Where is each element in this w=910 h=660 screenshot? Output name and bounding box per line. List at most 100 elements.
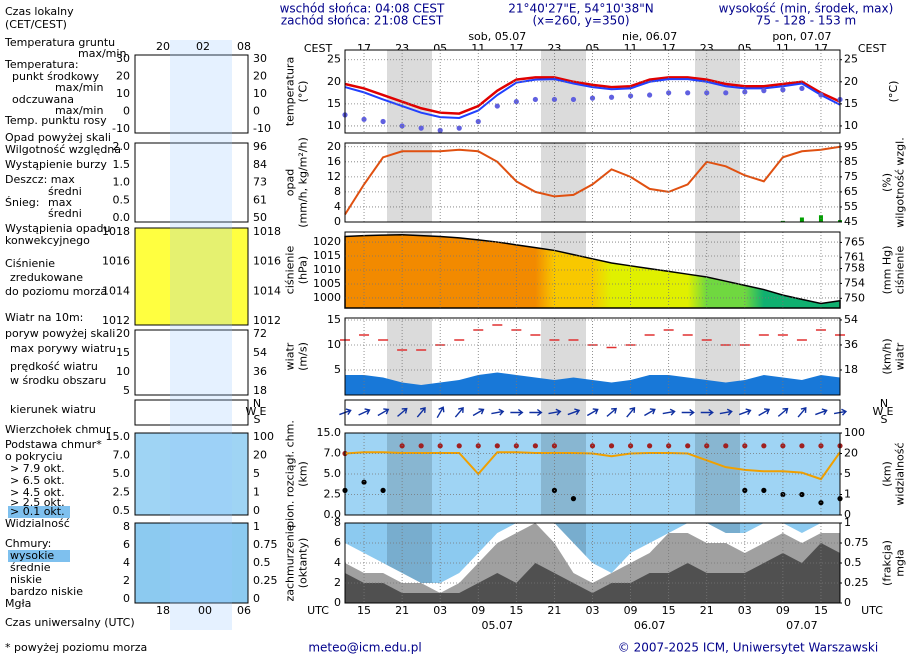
axis-label: ciśnienie — [284, 246, 297, 295]
x-tick-label: 09 — [776, 604, 790, 617]
y-tick-label: 0 — [844, 508, 851, 521]
series-dot — [723, 443, 729, 449]
mini-tick-label: 1016 — [253, 255, 281, 268]
day-label: sob, 05.07 — [468, 30, 526, 43]
wind-arrow — [700, 408, 714, 417]
y-tick-label: 20 — [327, 75, 341, 88]
series-dot — [361, 479, 367, 485]
y-tick-label: 750 — [844, 291, 865, 304]
elevation: 75 - 128 - 153 m — [756, 14, 857, 28]
legend-label: max/min — [55, 104, 103, 117]
series-dot — [456, 125, 462, 131]
legend-label: Deszcz: max — [5, 173, 75, 186]
local-time-tick: 20 — [156, 40, 170, 53]
x-axis-label: UTC — [861, 604, 883, 617]
wind-arrow — [548, 408, 562, 416]
night-band — [695, 143, 740, 222]
y-tick-label: 1010 — [313, 263, 341, 276]
y-tick-label: 25 — [327, 53, 341, 66]
panel-border — [344, 399, 841, 426]
series-dot — [647, 92, 653, 98]
series-dot — [570, 96, 577, 103]
legend-label: kierunek wiatru — [10, 403, 96, 416]
y-tick-label: 0.25 — [844, 576, 869, 589]
wind-arrow — [491, 408, 505, 416]
mini-panel — [134, 142, 249, 223]
x-tick-label: 03 — [586, 604, 600, 617]
legend-label: odczuwana — [12, 93, 74, 106]
y-tick-label: 5 — [334, 363, 341, 376]
night-band — [695, 50, 740, 133]
axis-label: temperatura — [284, 57, 297, 126]
legend-label: średni — [48, 207, 82, 220]
y-tick-label: 0.75 — [844, 536, 869, 549]
mini-tick-label: 15 — [116, 346, 130, 359]
y-tick-label: 8 — [334, 185, 341, 198]
email[interactable]: meteo@icm.edu.pl — [308, 641, 421, 655]
panel-border — [344, 142, 841, 223]
mini-tick-label: 1 — [253, 520, 260, 533]
y-tick-label: 15 — [327, 97, 341, 110]
wind-arrow — [758, 408, 771, 417]
y-tick-label: 65 — [844, 185, 858, 198]
y-tick-label: 25 — [844, 53, 858, 66]
panel-border — [344, 522, 841, 604]
legend-label: Wystąpienie burzy — [5, 158, 107, 171]
legend-label: Wierzchołek chmur — [5, 423, 111, 436]
wind-arrow — [681, 408, 695, 417]
wind-arrow — [397, 407, 408, 417]
wind-arrow — [416, 407, 426, 418]
axis-label: (km) — [881, 461, 894, 487]
y-tick-label: 10 — [327, 338, 341, 351]
legend-label: poryw powyżej skali — [5, 327, 115, 340]
mini-tick-label: 20 — [253, 70, 267, 83]
series-line — [344, 145, 841, 216]
grid-point: (x=260, y=350) — [532, 14, 629, 28]
mini-tick-label: 0 — [253, 105, 260, 118]
y-tick-label: 0 — [844, 596, 851, 609]
y-tick-label: 55 — [844, 200, 858, 213]
local-time-tick: 02 — [196, 40, 210, 53]
wind-arrow — [358, 408, 371, 416]
mini-tick-label: 20 — [116, 70, 130, 83]
night-band — [387, 143, 432, 222]
utc-time-tick: 18 — [156, 604, 170, 617]
mini-tick-label: 36 — [253, 365, 267, 378]
mini-tick-label: 0 — [253, 504, 260, 517]
wind-arrow — [510, 408, 524, 417]
y-tick-label: 754 — [844, 276, 865, 289]
mini-tick-label: 6 — [123, 538, 130, 551]
mini-tick-label: 1.5 — [113, 158, 131, 171]
series-dot — [551, 96, 558, 103]
axis-label: (km) — [297, 461, 310, 487]
series-dot — [608, 94, 615, 100]
y-tick-label: 20 — [844, 75, 858, 88]
y-tick-label: 765 — [844, 235, 865, 248]
y-tick-label: 7.0 — [324, 447, 342, 460]
series-dot — [532, 443, 538, 449]
series-dot — [494, 443, 500, 449]
mini-tick-label: 7.0 — [113, 449, 131, 462]
y-tick-label: 36 — [844, 338, 858, 351]
mini-tick-label: 10 — [116, 87, 130, 100]
series-dot — [799, 443, 805, 449]
series-dot — [723, 90, 729, 96]
mini-tick-label: 2 — [123, 574, 130, 587]
legend-label: konwekcyjnego — [5, 234, 90, 247]
sunrise: wschód słońca: 04:08 CEST — [280, 2, 445, 16]
series-dot — [570, 496, 577, 502]
axis-label: widzialność — [894, 442, 907, 505]
compass-letter: E — [260, 405, 267, 418]
x-tick-label: 21 — [395, 604, 409, 617]
axis-label: (frakcja) — [881, 540, 894, 586]
panel-border — [344, 49, 841, 134]
mini-tick-label: 10 — [116, 365, 130, 378]
axis-label: wilgotność wzgl. — [894, 137, 907, 227]
axis-label: (mm/h, kg/m²/h) — [297, 137, 310, 228]
night-band — [387, 433, 432, 515]
night-band — [541, 50, 586, 133]
series-dot — [475, 118, 481, 125]
legend-label: Chmury: — [5, 537, 51, 550]
legend-label: max/min — [78, 47, 126, 60]
